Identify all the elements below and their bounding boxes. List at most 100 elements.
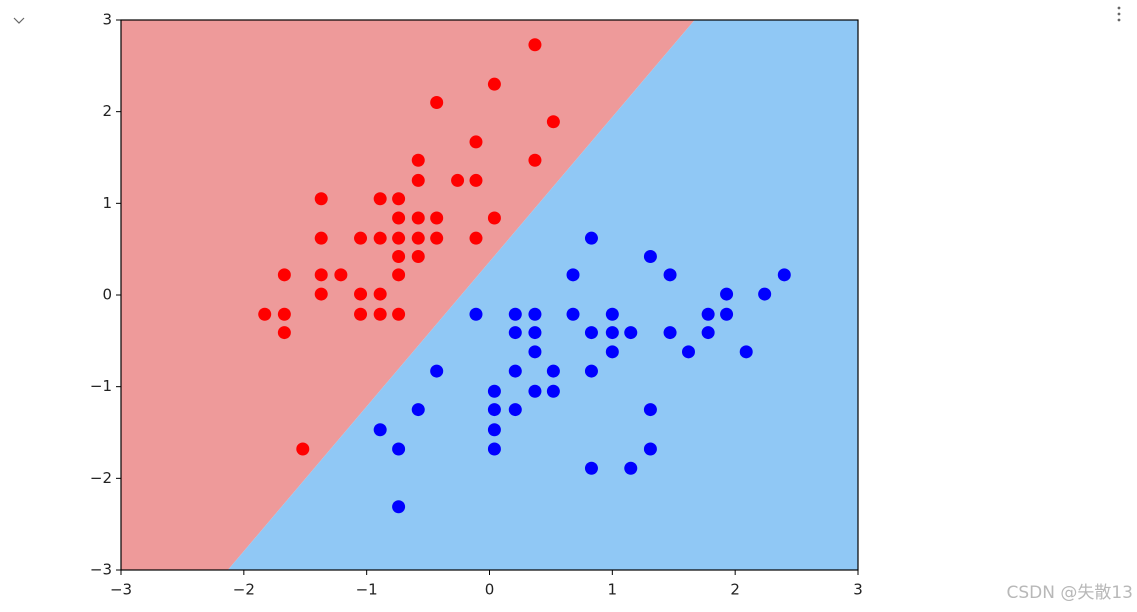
x-tick-label: −1 xyxy=(356,581,378,599)
point xyxy=(392,268,406,282)
point xyxy=(469,307,483,321)
y-tick-label: −2 xyxy=(90,469,112,487)
point xyxy=(528,38,542,52)
point xyxy=(354,307,368,321)
point xyxy=(584,461,598,475)
point xyxy=(605,307,619,321)
point xyxy=(392,307,406,321)
point xyxy=(392,250,406,263)
watermark: CSDN @失散13 xyxy=(1006,583,1133,603)
plot-area: −3 −2 −1 0 1 2 3 −3 −2 −1 0 1 2 3 xyxy=(90,11,863,599)
point xyxy=(546,364,560,378)
collapse-toggle[interactable] xyxy=(13,17,25,24)
x-tick-label: 1 xyxy=(608,581,618,599)
point xyxy=(277,326,291,340)
point xyxy=(508,364,522,378)
point xyxy=(334,268,348,282)
point xyxy=(720,287,734,301)
point xyxy=(701,307,715,321)
point xyxy=(411,403,425,417)
point xyxy=(277,307,291,321)
point xyxy=(314,231,328,245)
point xyxy=(508,307,522,321)
point xyxy=(430,231,444,245)
point xyxy=(487,77,501,91)
point xyxy=(663,268,677,282)
point xyxy=(430,364,444,378)
point xyxy=(314,192,328,206)
point xyxy=(392,442,406,456)
point xyxy=(469,135,483,149)
point xyxy=(584,326,598,340)
point xyxy=(643,442,657,456)
point xyxy=(314,287,328,301)
point xyxy=(373,307,387,321)
point xyxy=(528,153,542,167)
point xyxy=(354,231,368,245)
y-tick-label: −3 xyxy=(90,561,112,579)
point xyxy=(584,231,598,245)
point xyxy=(546,384,560,398)
point xyxy=(451,173,465,187)
point xyxy=(528,307,542,321)
point xyxy=(605,345,619,359)
point xyxy=(701,326,715,340)
point xyxy=(430,211,444,225)
point xyxy=(392,192,406,206)
x-tick-label: 0 xyxy=(485,581,495,599)
point xyxy=(392,211,406,225)
point xyxy=(720,307,734,321)
y-tick-label: 3 xyxy=(102,11,112,29)
x-tick-label: 3 xyxy=(853,581,863,599)
point xyxy=(411,231,425,245)
point xyxy=(566,268,580,282)
point xyxy=(643,403,657,417)
point xyxy=(411,153,425,167)
point xyxy=(411,211,425,225)
point xyxy=(528,384,542,398)
y-tick-label: −1 xyxy=(90,377,112,395)
point xyxy=(546,115,560,129)
point xyxy=(373,423,387,437)
point xyxy=(392,231,406,245)
point xyxy=(508,326,522,340)
point xyxy=(469,231,483,245)
point xyxy=(392,500,406,514)
point xyxy=(528,345,542,359)
point xyxy=(469,173,483,187)
point xyxy=(566,307,580,321)
y-tick-label: 0 xyxy=(102,286,112,304)
more-menu[interactable] xyxy=(1117,6,1121,22)
point xyxy=(373,192,387,206)
point xyxy=(487,442,501,456)
point xyxy=(258,307,272,321)
point xyxy=(528,326,542,340)
point xyxy=(373,287,387,301)
point xyxy=(681,345,695,359)
point xyxy=(487,423,501,437)
point xyxy=(624,461,638,475)
point xyxy=(508,403,522,417)
region xyxy=(121,20,695,570)
point xyxy=(643,250,657,263)
y-tick-label: 1 xyxy=(102,194,112,212)
point xyxy=(487,211,501,225)
point xyxy=(584,364,598,378)
point xyxy=(777,268,791,282)
point xyxy=(277,268,291,282)
x-tick-label: −3 xyxy=(110,581,132,599)
point xyxy=(430,96,444,109)
point xyxy=(354,287,368,301)
x-tick-label: −2 xyxy=(233,581,255,599)
point xyxy=(487,384,501,398)
point xyxy=(739,345,753,359)
point xyxy=(411,250,425,263)
point xyxy=(758,287,772,301)
point xyxy=(605,326,619,340)
y-tick-label: 2 xyxy=(102,102,112,120)
point xyxy=(314,268,328,282)
point xyxy=(487,403,501,417)
point xyxy=(663,326,677,340)
